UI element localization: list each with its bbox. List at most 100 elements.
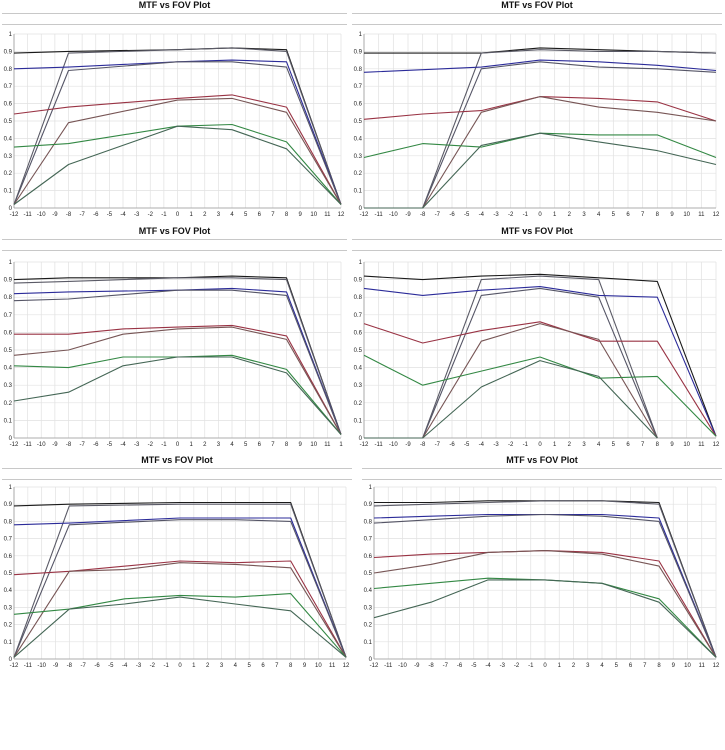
chart-panel-3: MTF vs FOV Plot -12 -11 -10 -9 -8 -7 -6 -5 -4 -3-… <box>2 226 347 448</box>
y-tick-label: 0.2 <box>4 623 13 629</box>
x-tick-label: -3 <box>134 212 140 218</box>
x-tick-label: 11 <box>329 663 336 669</box>
series-line-3 <box>13 59 342 205</box>
x-tick-label: 10 <box>315 663 322 669</box>
x-tick-label: 5 <box>615 663 619 669</box>
x-tick-label: -10 <box>389 212 398 218</box>
x-tick-label: 8 <box>285 442 289 448</box>
y-tick-label: 0.1 <box>4 189 13 195</box>
divider <box>2 24 347 25</box>
x-tick-label: -3 <box>136 663 142 669</box>
x-tick-label: 12 <box>713 442 720 448</box>
x-tick-label: -4 <box>485 663 491 669</box>
x-tick-label: -9 <box>52 212 58 218</box>
y-tick-label: 0.4 <box>4 588 13 594</box>
x-tick-label: 9 <box>298 442 302 448</box>
x-tick-label: -5 <box>464 442 470 448</box>
x-tick-label: -1 <box>161 212 167 218</box>
chart-title: MTF vs FOV Plot <box>501 0 573 10</box>
series-line-8 <box>13 356 342 435</box>
chart-panel-2: MTF vs FOV Plot -12 -11 -10 -9 -8 -7 -6 -5 -4 -3-… <box>352 0 722 222</box>
x-tick-label: 0 <box>538 442 542 448</box>
x-tick-label: 3 <box>582 212 586 218</box>
x-tick-label: -7 <box>443 663 449 669</box>
x-tick-label: 8 <box>285 212 289 218</box>
x-tick-label: -2 <box>148 212 154 218</box>
chart-title: MTF vs FOV Plot <box>501 226 573 236</box>
x-tick-label: 8 <box>656 212 660 218</box>
series-line-4 <box>13 519 347 658</box>
x-tick-label: 2 <box>572 663 576 669</box>
series-line-2 <box>13 47 342 205</box>
x-tick-label: 4 <box>600 663 604 669</box>
x-tick-label: 1 <box>189 442 193 448</box>
y-tick-label: 0.6 <box>4 554 13 560</box>
x-tick-label: -10 <box>398 663 407 669</box>
x-tick-label: 5 <box>244 212 248 218</box>
series-line-8 <box>13 596 347 658</box>
x-tick-label: -8 <box>66 212 72 218</box>
x-tick-label: 8 <box>656 442 660 448</box>
chart-title: MTF vs FOV Plot <box>141 455 213 465</box>
x-tick-label: 3 <box>217 212 221 218</box>
x-tick-label: -6 <box>93 212 99 218</box>
y-tick-label: 0.9 <box>4 502 13 508</box>
y-tick-label: 0.3 <box>4 154 13 160</box>
y-tick-label: 0.5 <box>364 571 373 577</box>
series-line-3 <box>13 287 342 435</box>
series-line-8 <box>364 360 658 439</box>
y-tick-label: 0.5 <box>4 119 13 125</box>
x-tick-label: -8 <box>67 663 73 669</box>
y-tick-label: 1 <box>9 260 13 266</box>
y-tick-label: 0.1 <box>4 640 13 646</box>
x-tick-label: 6 <box>629 663 633 669</box>
x-tick-label: -12 <box>360 212 369 218</box>
series-line-8 <box>13 125 342 205</box>
series-line-6 <box>13 562 347 658</box>
chart-panel-5: MTF vs FOV Plot -12 -11 -10 -9 -8 -7 -6 -5 -4 -3-… <box>2 455 352 670</box>
x-tick-label: 2 <box>568 212 572 218</box>
series-line-3 <box>13 517 347 658</box>
x-tick-label: -9 <box>52 442 58 448</box>
x-tick-label: 4 <box>597 442 601 448</box>
x-tick-label: 11 <box>324 442 331 448</box>
x-tick-label: -6 <box>457 663 463 669</box>
x-tick-label: 7 <box>641 442 645 448</box>
y-tick-label: 0 <box>9 436 13 442</box>
x-tick-label: -6 <box>94 663 100 669</box>
x-tick-label: 2 <box>568 442 572 448</box>
y-tick-label: 0.2 <box>4 171 13 177</box>
x-tick-label: 6 <box>626 212 630 218</box>
y-tick-label: 0 <box>369 657 373 663</box>
y-tick-label: 0.8 <box>364 519 373 525</box>
x-tick-label: -5 <box>464 212 470 218</box>
y-tick-label: 0.5 <box>4 571 13 577</box>
x-tick-label: 11 <box>699 663 706 669</box>
y-tick-label: 0.3 <box>4 383 13 389</box>
x-tick-label: 7 <box>271 442 275 448</box>
y-tick-label: 0.4 <box>4 136 13 142</box>
y-tick-label: 0.3 <box>4 605 13 611</box>
series-line-4 <box>13 61 342 205</box>
x-tick-label: -3 <box>134 442 140 448</box>
mtf-fov-chart-5: -12 -11 -10 -9 -8 -7 -6 -5 -4 -3 -2 -1 0 1 2 3 4 5 6 7 8 9 10 1… <box>4 485 350 669</box>
chart-panel-4: MTF vs FOV Plot -12 -11 -10 -9 -8 -7 -6 -5 -4 -3-… <box>352 226 722 448</box>
x-tick-label: -5 <box>107 442 113 448</box>
y-tick-label: 0.4 <box>364 588 373 594</box>
series-line-3 <box>363 59 717 73</box>
y-tick-label: 0.2 <box>4 401 13 407</box>
chart-panel-6: MTF vs FOV Plot -12 -11 -10 -9 -8 -7 -6 -5 -4 -3-… <box>362 455 722 670</box>
x-tick-label: 12 <box>713 212 720 218</box>
x-tick-label: -9 <box>414 663 420 669</box>
x-tick-label: 7 <box>271 212 275 218</box>
y-tick-label: 0.7 <box>354 84 363 90</box>
series-line-5 <box>363 321 717 437</box>
x-tick-label: 11 <box>698 212 705 218</box>
x-tick-label: -7 <box>79 442 85 448</box>
x-tick-label: -3 <box>500 663 506 669</box>
series-line-4 <box>373 513 717 658</box>
x-tick-label: -2 <box>150 663 156 669</box>
x-tick-label: 4 <box>597 212 601 218</box>
x-tick-label: 0 <box>543 663 547 669</box>
x-tick-label: 10 <box>683 212 690 218</box>
